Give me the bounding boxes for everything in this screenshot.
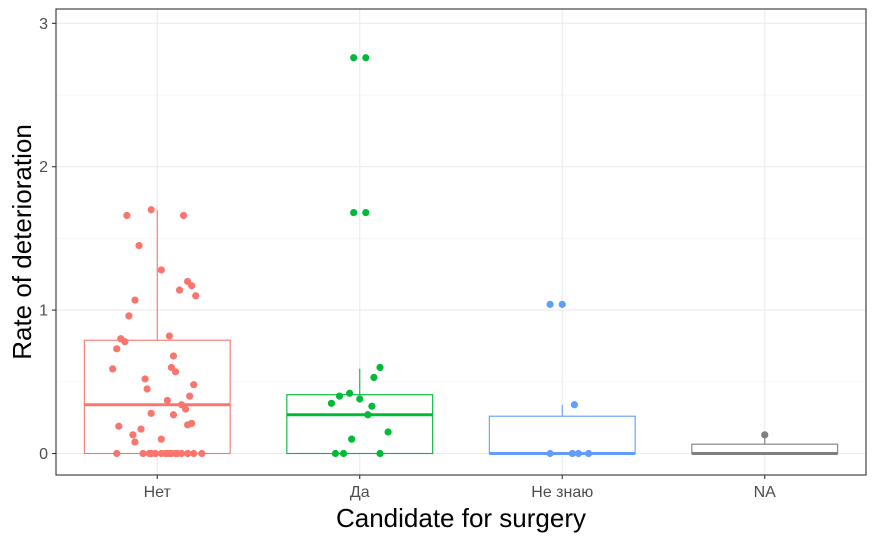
x-tick-label: Нет bbox=[144, 484, 172, 501]
data-point bbox=[362, 54, 370, 62]
data-point bbox=[339, 449, 348, 458]
data-point bbox=[192, 292, 200, 300]
box-2 bbox=[286, 368, 434, 455]
data-point bbox=[139, 449, 147, 458]
data-point bbox=[161, 449, 169, 458]
data-point bbox=[331, 449, 340, 458]
data-point bbox=[558, 300, 566, 308]
data-points bbox=[109, 54, 769, 458]
data-point bbox=[190, 381, 198, 389]
axes: 0 1 2 3 Нет Да Не знаю NA bbox=[39, 16, 776, 501]
data-point bbox=[131, 296, 139, 304]
y-axis-title: Rate of deterioration bbox=[7, 124, 37, 360]
data-point bbox=[113, 345, 121, 353]
data-point bbox=[570, 401, 579, 409]
data-point bbox=[179, 211, 188, 220]
data-point bbox=[147, 409, 155, 417]
data-point bbox=[109, 365, 117, 373]
data-point bbox=[335, 392, 344, 400]
data-point bbox=[350, 209, 358, 217]
box-iqr bbox=[83, 339, 231, 455]
box-iqr bbox=[286, 394, 434, 455]
data-point bbox=[175, 286, 184, 294]
data-point bbox=[350, 54, 358, 62]
data-point bbox=[362, 209, 370, 217]
y-tick-label: 0 bbox=[39, 446, 48, 463]
data-point bbox=[184, 449, 192, 458]
data-point bbox=[141, 375, 149, 383]
data-point bbox=[171, 368, 180, 376]
box-4 bbox=[691, 434, 839, 455]
data-point bbox=[188, 282, 196, 290]
data-point bbox=[121, 338, 129, 346]
data-point bbox=[147, 449, 155, 458]
data-point bbox=[348, 435, 356, 443]
data-point bbox=[546, 449, 554, 458]
data-point bbox=[364, 411, 372, 419]
x-tick-label: Не знаю bbox=[531, 484, 593, 501]
data-point bbox=[384, 428, 392, 436]
y-tick-label: 1 bbox=[39, 303, 48, 320]
points-2 bbox=[327, 54, 392, 458]
data-point bbox=[368, 402, 376, 410]
data-point bbox=[171, 449, 180, 458]
data-point bbox=[143, 385, 151, 393]
x-tick-label: NA bbox=[754, 484, 777, 501]
data-point bbox=[376, 449, 384, 458]
data-point bbox=[165, 332, 173, 340]
data-point bbox=[346, 389, 354, 397]
x-tick-label: Да bbox=[350, 484, 370, 501]
x-axis-title: Candidate for surgery bbox=[336, 503, 586, 533]
data-point bbox=[186, 392, 194, 400]
data-point bbox=[113, 449, 121, 458]
data-point bbox=[574, 449, 583, 458]
data-point bbox=[169, 411, 178, 419]
box-1 bbox=[83, 209, 231, 455]
data-point bbox=[190, 449, 198, 458]
data-point bbox=[568, 449, 576, 458]
y-tick-label: 2 bbox=[39, 159, 48, 176]
y-tick-label: 3 bbox=[39, 16, 48, 33]
data-point bbox=[135, 241, 143, 250]
boxes bbox=[83, 209, 839, 455]
data-point bbox=[169, 352, 178, 360]
data-point bbox=[163, 396, 171, 405]
data-point bbox=[137, 425, 145, 433]
data-point bbox=[182, 405, 190, 413]
data-point bbox=[125, 312, 133, 320]
box-iqr bbox=[488, 415, 636, 455]
data-point bbox=[356, 395, 364, 403]
data-point bbox=[198, 449, 206, 458]
data-point bbox=[131, 438, 139, 446]
data-point bbox=[376, 363, 384, 372]
box-3 bbox=[488, 404, 636, 455]
data-point bbox=[177, 449, 186, 458]
data-point bbox=[584, 449, 593, 458]
data-point bbox=[370, 373, 378, 382]
data-point bbox=[761, 431, 769, 439]
points-4 bbox=[761, 431, 769, 439]
data-point bbox=[115, 422, 123, 430]
data-point bbox=[327, 399, 335, 407]
data-point bbox=[147, 206, 155, 214]
data-point bbox=[157, 266, 165, 274]
plot-panel-border bbox=[55, 8, 867, 476]
data-point bbox=[123, 211, 131, 220]
data-point bbox=[546, 300, 554, 308]
points-3 bbox=[546, 300, 593, 458]
data-point bbox=[129, 431, 137, 439]
data-point bbox=[184, 421, 192, 429]
points-1 bbox=[109, 206, 206, 458]
data-point bbox=[157, 435, 165, 443]
